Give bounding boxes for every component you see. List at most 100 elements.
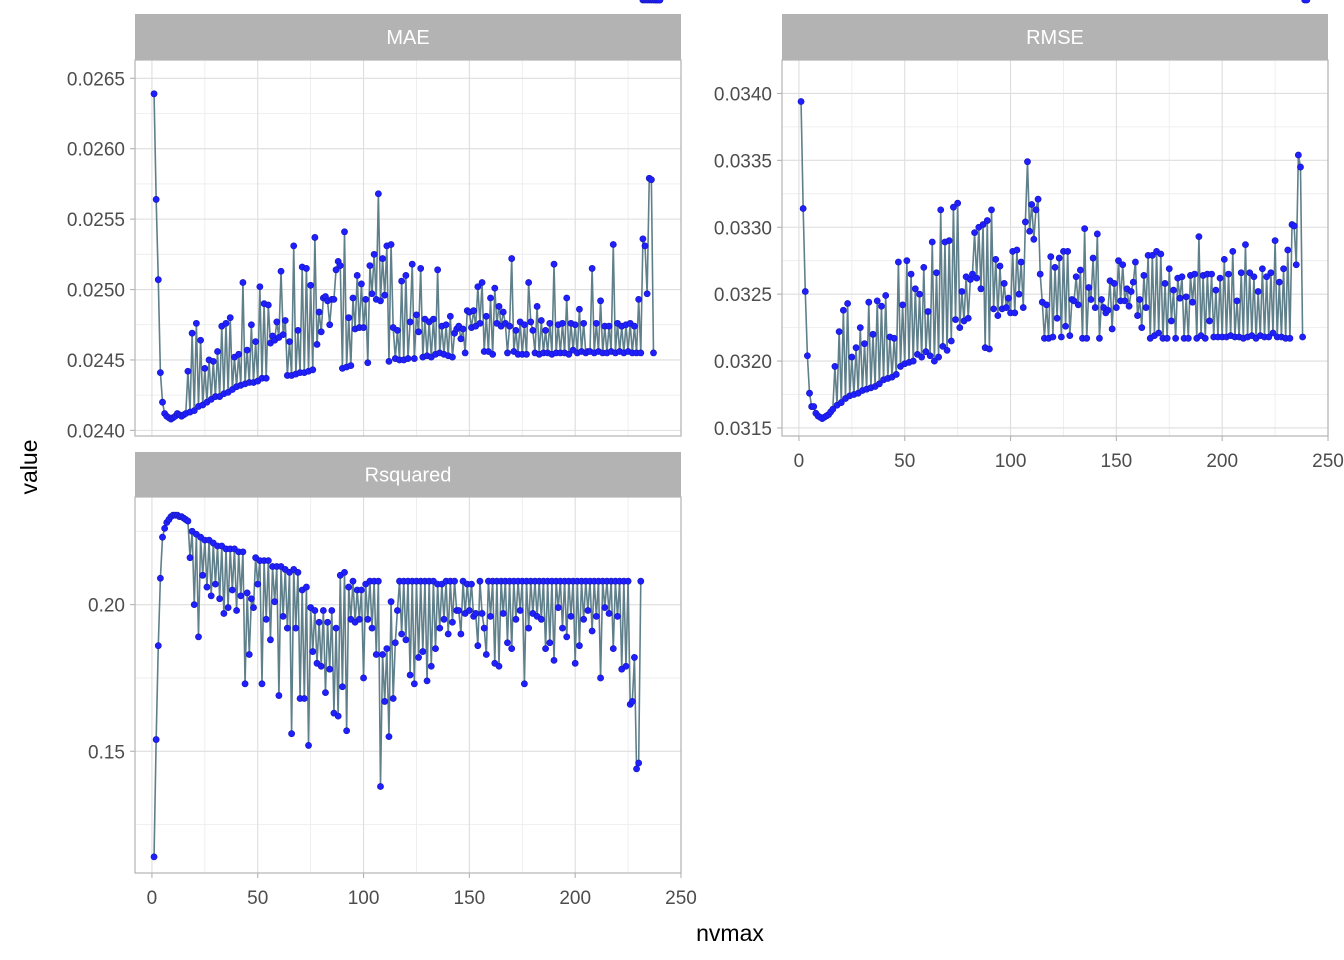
data-point [332, 624, 340, 632]
data-point [890, 334, 898, 342]
data-point [909, 357, 917, 365]
facet-strip-label: MAE [386, 27, 429, 49]
y-tick-label: 0.0315 [714, 419, 772, 440]
data-point [1216, 274, 1224, 282]
data-point [1077, 266, 1084, 274]
data-point [580, 615, 588, 623]
data-point [487, 612, 494, 620]
data-point [956, 324, 964, 332]
data-point [303, 265, 310, 272]
data-point [366, 262, 374, 269]
data-point [222, 319, 230, 327]
data-point [381, 291, 389, 299]
x-tick-label: 150 [454, 888, 486, 909]
data-point [1212, 286, 1220, 294]
data-point [964, 314, 972, 322]
data-point [286, 338, 293, 346]
y-tick-label: 0.0260 [67, 140, 125, 161]
data-point [950, 203, 957, 211]
data-point [1201, 334, 1209, 342]
data-point [383, 645, 391, 653]
data-point [810, 403, 818, 410]
series-line [800, 101, 1304, 420]
data-point [209, 357, 217, 365]
y-tick-label: 0.20 [88, 596, 125, 617]
data-point [1104, 306, 1112, 314]
data-point [801, 288, 809, 295]
data-point [930, 357, 938, 365]
data-point [1043, 301, 1050, 309]
data-point [374, 577, 382, 585]
data-point [848, 353, 856, 361]
data-point [1195, 233, 1203, 241]
data-point [643, 290, 651, 298]
data-point [480, 624, 488, 632]
y-tick-label: 0.0335 [714, 151, 772, 172]
data-point [1110, 280, 1118, 287]
data-point [156, 574, 164, 582]
data-point [1055, 254, 1063, 262]
data-point [347, 362, 355, 369]
data-point [609, 241, 617, 248]
data-point [576, 305, 583, 313]
data-point [184, 367, 192, 375]
data-point [837, 399, 845, 406]
data-point [408, 260, 416, 268]
data-point [317, 328, 325, 336]
data-point [478, 279, 486, 286]
facet-strip [782, 14, 1328, 60]
data-point [584, 607, 592, 614]
facet-strip [135, 452, 681, 497]
data-point [875, 380, 883, 388]
data-point [1034, 195, 1042, 203]
data-point [631, 322, 638, 330]
data-point [341, 228, 348, 236]
data-point [381, 698, 389, 705]
data-point [154, 642, 162, 650]
data-point [472, 610, 480, 617]
data-point [1157, 250, 1165, 258]
data-point [1066, 332, 1074, 340]
data-point [322, 689, 329, 697]
data-point [559, 319, 566, 327]
data-point [150, 90, 158, 98]
data-point [508, 645, 516, 653]
data-point [161, 524, 169, 532]
data-point [571, 321, 579, 329]
data-point [186, 554, 194, 562]
data-point [918, 353, 926, 361]
data-point [844, 300, 851, 307]
data-point [1242, 241, 1249, 249]
data-point [250, 604, 257, 611]
data-point [345, 314, 353, 322]
data-point [1184, 334, 1192, 342]
data-point [567, 612, 575, 620]
data-point [622, 662, 630, 670]
data-point [446, 312, 454, 320]
data-point [247, 595, 255, 603]
data-point [307, 281, 315, 289]
data-point [852, 344, 860, 352]
data-point [1070, 297, 1078, 305]
data-point [239, 279, 247, 286]
data-point [377, 297, 384, 305]
data-point [461, 349, 469, 357]
data-point [512, 615, 520, 623]
data-point [275, 692, 283, 699]
data-point [415, 654, 422, 661]
facet-strip-label: RMSE [1026, 27, 1084, 49]
data-point [977, 285, 985, 293]
panel-background [135, 60, 681, 436]
data-point [349, 294, 357, 302]
x-tick-label: 50 [894, 451, 915, 472]
data-point [372, 651, 380, 658]
data-point [457, 630, 465, 638]
data-point [394, 326, 401, 334]
data-point [533, 303, 541, 310]
data-point [1170, 286, 1177, 294]
data-point [288, 730, 295, 738]
data-point [330, 295, 338, 303]
data-point [916, 290, 923, 298]
data-point [624, 577, 632, 585]
